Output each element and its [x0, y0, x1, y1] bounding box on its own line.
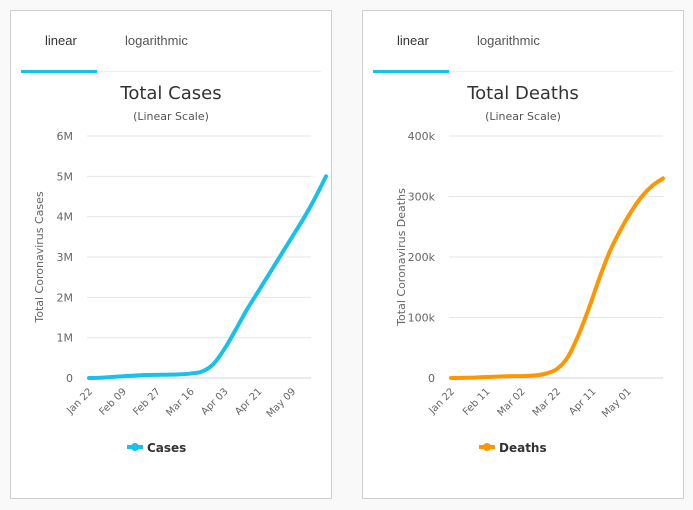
legend-label: Cases — [147, 441, 186, 455]
y-tick-label: 0 — [428, 372, 435, 385]
x-tick-label: Apr 03 — [199, 386, 230, 417]
x-tick-label: Jan 22 — [64, 386, 95, 417]
y-axis-title: Total Coronavirus Cases — [33, 191, 46, 324]
chart-subtitle: (Linear Scale) — [485, 110, 561, 123]
scale-tabs: linear logarithmic — [21, 29, 321, 73]
tab-linear[interactable]: linear — [45, 33, 77, 48]
y-tick-label: 5M — [57, 170, 74, 183]
y-tick-label: 2M — [57, 291, 74, 304]
x-tick-label: Mar 02 — [495, 386, 527, 418]
chart-title: Total Cases — [119, 83, 221, 104]
y-tick-label: 200k — [408, 251, 436, 264]
x-tick-label: Feb 11 — [461, 386, 493, 418]
y-tick-label: 100k — [408, 312, 436, 325]
active-tab-indicator — [373, 70, 449, 73]
scale-tabs: linear logarithmic — [373, 29, 673, 73]
y-tick-label: 6M — [57, 130, 74, 143]
legend-swatch-marker — [483, 443, 491, 451]
y-tick-label: 300k — [408, 191, 436, 204]
y-tick-label: 400k — [408, 130, 436, 143]
chart-title: Total Deaths — [466, 83, 579, 104]
tab-logarithmic[interactable]: logarithmic — [125, 33, 188, 48]
legend-swatch-marker — [131, 443, 139, 451]
deaths-chart: Total Deaths (Linear Scale) 0 100k 200k 300k 4… — [395, 83, 665, 455]
x-tick-label: Apr 21 — [233, 386, 264, 417]
chart-subtitle: (Linear Scale) — [133, 110, 209, 123]
cases-chart: Total Cases (Linear Scale) 0 1M 2M 3M 4M 5M 6M To… — [33, 83, 329, 455]
active-tab-indicator — [21, 70, 97, 73]
tab-logarithmic[interactable]: logarithmic — [477, 33, 540, 48]
legend-label: Deaths — [499, 441, 547, 455]
x-tick-label: Feb 09 — [97, 386, 129, 418]
cases-panel: linear logarithmic Total Cases (Linear Sc… — [10, 10, 332, 499]
x-tick-label: May 01 — [600, 386, 634, 420]
series-line-deaths — [449, 176, 665, 380]
series-line-cases — [87, 174, 329, 380]
x-tick-label: Mar 22 — [531, 386, 563, 418]
x-tick-label: Jan 22 — [426, 386, 457, 417]
y-tick-label: 0 — [66, 372, 73, 385]
tab-linear[interactable]: linear — [397, 33, 429, 48]
x-tick-label: May 09 — [265, 386, 299, 420]
y-tick-label: 4M — [57, 211, 74, 224]
x-tick-label: Mar 16 — [164, 386, 196, 418]
y-axis-title: Total Coronavirus Deaths — [395, 188, 408, 327]
y-tick-label: 1M — [57, 332, 74, 345]
y-tick-label: 3M — [57, 251, 74, 264]
deaths-panel: linear logarithmic Total Deaths (Linear S… — [362, 10, 684, 499]
x-tick-label: Feb 27 — [131, 386, 163, 418]
x-tick-label: Apr 11 — [567, 386, 598, 417]
